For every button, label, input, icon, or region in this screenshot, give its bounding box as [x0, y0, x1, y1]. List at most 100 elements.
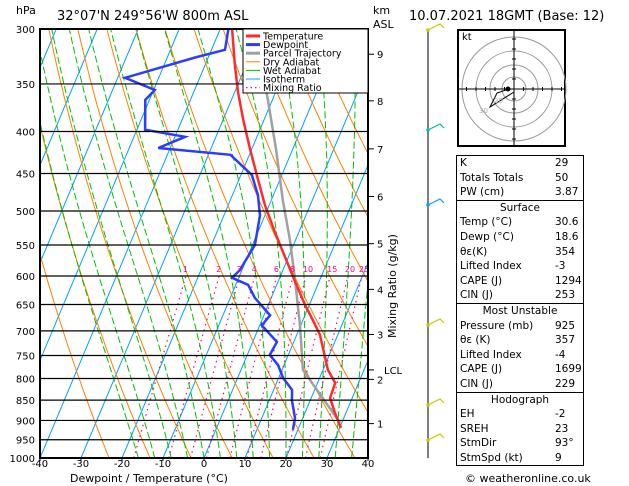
pressure-tick-label: 600: [16, 272, 35, 283]
pressure-tick-label: 350: [16, 80, 35, 91]
x-axis-label: Dewpoint / Temperature (°C): [70, 472, 228, 485]
isotherm-line: [40, 29, 139, 265]
mixing-ratio-label: 6: [274, 265, 279, 274]
height-tick-label: 6: [377, 192, 383, 203]
index-value: 253: [555, 289, 576, 302]
temp-tick-label: 40: [362, 459, 375, 470]
index-label: CIN (J): [460, 377, 493, 390]
index-label: CAPE (J): [460, 274, 503, 287]
index-value: 23: [555, 422, 569, 435]
mixing-ratio-label: 2: [216, 265, 221, 274]
wind-barb-icon: [427, 198, 445, 206]
temp-tick-label: 30: [321, 459, 334, 470]
legend-label: Dewpoint: [263, 40, 308, 51]
wind-barb-icon: [427, 398, 445, 406]
mixing-ratio-label: 4: [252, 265, 257, 274]
mixing-ratio-label: 1: [183, 265, 188, 274]
mixing-ratio-line: [205, 275, 256, 458]
height-tick-label: 1: [377, 420, 383, 431]
index-row: Dewp (°C) 18.6: [457, 230, 583, 245]
pressure-tick-label: 750: [16, 351, 35, 362]
index-row: Lifted Index -4: [457, 348, 583, 363]
wind-barb-icon: [427, 23, 445, 31]
height-tick-label: 2: [377, 375, 383, 386]
indices-section: K 29 Totals Totals 50 PW (cm) 3.87: [457, 156, 583, 200]
index-row: CAPE (J) 1699: [457, 362, 583, 377]
index-label: θε (K): [460, 334, 491, 347]
wind-barb-icon: [427, 123, 445, 131]
index-row: CAPE (J) 1294: [457, 274, 583, 289]
surface-section: Surface Temp (°C) 30.6 Dewp (°C) 18.6 θε(K…: [457, 199, 583, 303]
index-label: Totals Totals: [460, 171, 524, 184]
temp-tick-label: -10: [155, 459, 171, 470]
legend-label: Wet Adiabat: [263, 66, 321, 77]
index-label: Temp (°C): [460, 216, 513, 229]
index-value: 50: [555, 171, 569, 184]
dewpoint-line: [121, 29, 297, 431]
height-tick-label: 7: [377, 145, 383, 156]
mixing-ratio-line: [260, 275, 307, 458]
hodograph-frame: [457, 29, 566, 147]
index-row: Totals Totals 50: [457, 171, 583, 186]
index-row: Pressure (mb) 925: [457, 319, 583, 334]
index-label: CIN (J): [460, 289, 493, 302]
section-title: Surface: [499, 201, 540, 214]
temperature-line: [230, 29, 343, 429]
index-row: CIN (J) 229: [457, 377, 583, 392]
section-title: Hodograph: [490, 393, 550, 406]
hodograph-trace: [488, 88, 515, 109]
wind-barb-dot: [426, 403, 430, 407]
temp-tick-label: -20: [114, 459, 130, 470]
isotherm-line: [80, 29, 262, 458]
legend-label: Temperature: [262, 32, 323, 43]
wet-adiabat-line: [40, 48, 156, 458]
wet-adiabat-line: [88, 29, 205, 458]
index-label: CAPE (J): [460, 363, 503, 376]
mixing-ratio-label: 25: [359, 265, 369, 274]
index-label: StmDir: [460, 437, 497, 450]
index-value: 3.87: [555, 186, 579, 199]
wind-barb-dot: [426, 438, 430, 442]
temp-tick-label: 20: [280, 459, 293, 470]
wind-barb-icon: [427, 318, 445, 326]
index-value: 357: [555, 334, 576, 347]
pressure-tick-label: 1000: [10, 454, 35, 465]
mixing-ratio-axis-label: Mixing Ratio (g/kg): [386, 234, 399, 338]
hodograph-ring-label: 30: [479, 107, 488, 115]
wet-adiabat-line: [51, 29, 172, 458]
index-value: 229: [555, 377, 576, 390]
pressure-tick-label: 450: [16, 169, 35, 180]
index-row: K 29: [457, 156, 583, 171]
index-row: StmDir 93°: [457, 436, 583, 451]
isotherm-line: [0, 29, 15, 458]
index-row: SREH 23: [457, 422, 583, 437]
pressure-tick-label: 550: [16, 241, 35, 252]
pressure-tick-label: 800: [16, 374, 35, 385]
height-tick-label: 4: [377, 285, 383, 296]
index-value: 925: [555, 319, 576, 332]
index-value: 18.6: [555, 230, 579, 243]
index-value: 9: [555, 451, 562, 464]
index-value: 354: [555, 245, 576, 258]
index-row: Temp (°C) 30.6: [457, 215, 583, 230]
footer-credit: © weatheronline.co.uk: [465, 472, 591, 485]
mixing-ratio-line: [285, 275, 331, 458]
index-value: 29: [555, 157, 569, 169]
index-row: PW (cm) 3.87: [457, 185, 583, 200]
index-row: θε(K) 354: [457, 245, 583, 260]
isotherm-line: [326, 359, 368, 458]
location-title: 32°07'N 249°56'W 800m ASL: [57, 9, 249, 24]
mixing-ratio-label: 8: [290, 265, 295, 274]
index-value: 93°: [555, 437, 574, 450]
wet-adiabat-line: [68, 29, 189, 458]
legend-label: Isotherm: [263, 75, 305, 86]
index-label: θε(K): [460, 245, 488, 258]
temp-tick-label: 0: [201, 459, 207, 470]
mixing-ratio-line: [168, 275, 220, 458]
mixing-ratio-label: 15: [327, 265, 337, 274]
index-value: 1294: [555, 274, 582, 287]
index-row: θε (K) 357: [457, 333, 583, 348]
index-label: StmSpd (kt): [460, 451, 523, 464]
